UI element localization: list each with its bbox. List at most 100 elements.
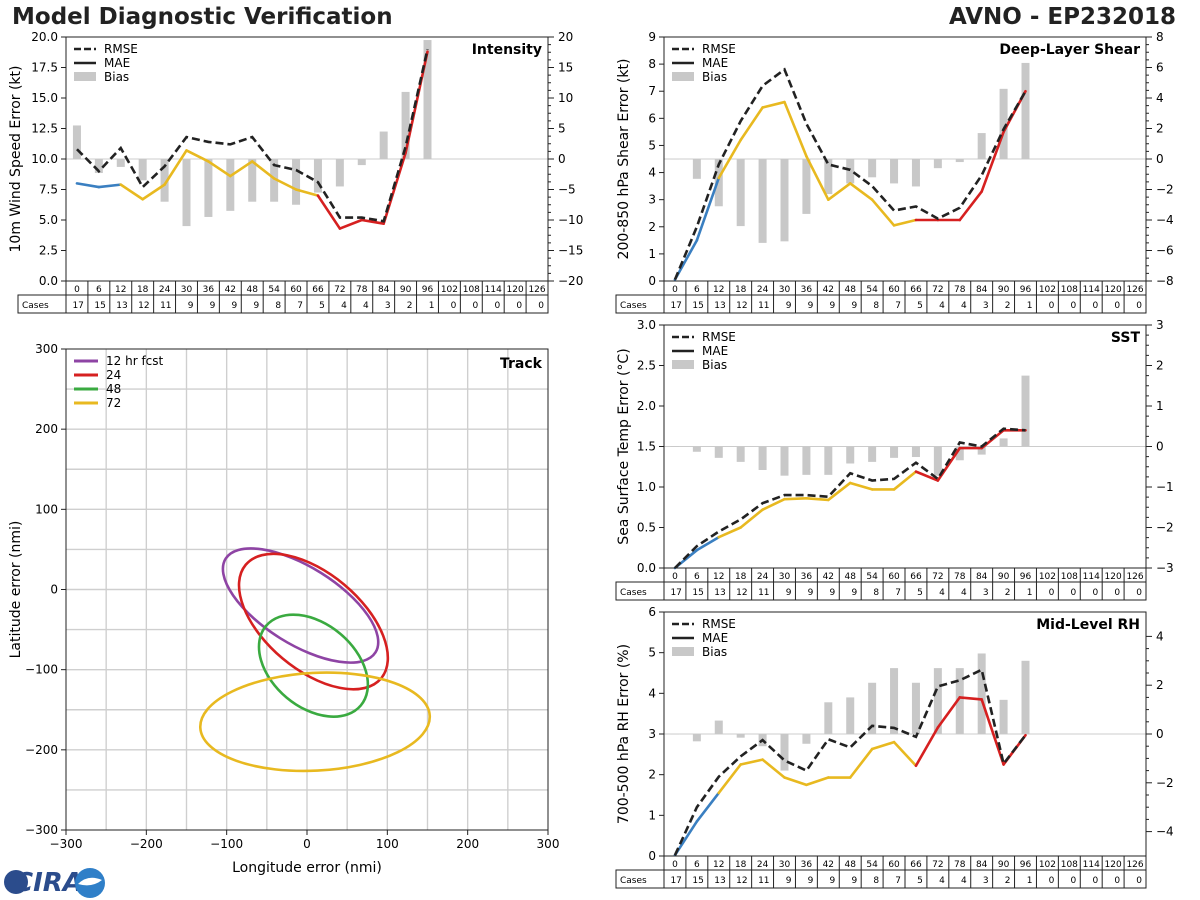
cira-logo-icon <box>4 870 28 894</box>
shear-mae-segment <box>870 198 896 227</box>
intensity-hour-label: 126 <box>528 285 545 295</box>
midrh-bias-bar <box>977 653 986 734</box>
cira-logo: CIRA <box>4 868 105 898</box>
track-panel: −300 −200 −100 0 100 200 300 −300 −200 −100 0 100 20… <box>8 342 559 876</box>
sst-cases-value: 5 <box>917 588 923 598</box>
shear-cases-value: 0 <box>1092 301 1098 311</box>
midrh-mae-segment <box>783 776 808 787</box>
intensity-cases-value: 9 <box>253 301 259 311</box>
sst-hour-label: 108 <box>1061 572 1078 582</box>
midrh-bias-bar <box>736 734 745 738</box>
shear-legend-rmse-label: RMSE <box>702 42 736 56</box>
intensity-legend-bias-swatch <box>74 72 96 81</box>
intensity-hour-label: 0 <box>74 285 80 295</box>
midrh-hour-label: 114 <box>1083 860 1100 870</box>
sst-y2tick-label: 0 <box>1156 440 1164 454</box>
shear-y2tick-label: 8 <box>1156 30 1164 44</box>
track-legend-label: 72 <box>106 396 121 410</box>
intensity-rmse-line <box>76 48 429 223</box>
midrh-cases-label: Cases <box>620 876 647 886</box>
intensity-cases-value: 0 <box>538 301 544 311</box>
shear-cases-value: 8 <box>873 301 879 311</box>
intensity-hour-label: 30 <box>181 285 193 295</box>
midrh-legend-mae-label: MAE <box>702 631 728 645</box>
sst-y2tick-label: 1 <box>1156 399 1164 413</box>
sst-bias-bar <box>714 446 723 458</box>
sst-cases-value: 9 <box>830 588 836 598</box>
shear-ytick-label: 2 <box>648 220 656 234</box>
midrh-mae-segment <box>805 776 830 787</box>
page-title: Model Diagnostic Verification <box>12 4 393 30</box>
sst-cases-value: 0 <box>1071 588 1077 598</box>
intensity-y2tick-label: 10 <box>558 91 573 105</box>
shear-hour-label: 60 <box>888 285 900 295</box>
intensity-cases-value: 9 <box>188 301 194 311</box>
shear-hour-label: 84 <box>976 285 988 295</box>
shear-hour-label: 114 <box>1083 285 1100 295</box>
shear-bias-bar <box>977 133 986 159</box>
shear-bias-bar <box>692 159 701 179</box>
intensity-hour-label: 42 <box>225 285 236 295</box>
sst-hour-label: 78 <box>954 572 966 582</box>
midrh-hour-label: 90 <box>998 860 1010 870</box>
track-ytick-label: 100 <box>35 502 58 516</box>
intensity-hour-label: 78 <box>356 285 368 295</box>
shear-cases-value: 2 <box>1005 301 1011 311</box>
intensity-ytick-label: 5.0 <box>39 213 58 227</box>
track-legend-label: 48 <box>106 382 121 396</box>
midrh-mae-segment <box>848 747 874 779</box>
intensity-y2tick-label: 15 <box>558 61 573 75</box>
midrh-mae-segment <box>870 740 896 751</box>
intensity-cases-value: 4 <box>363 301 369 311</box>
shear-mae-segment <box>739 106 764 142</box>
midrh-cases-value: 2 <box>1005 876 1011 886</box>
track-ytick-label: −200 <box>25 743 58 757</box>
midrh-bias-bar <box>933 668 942 734</box>
midrh-bias-bar <box>999 699 1008 734</box>
midrh-bias-bar <box>955 668 964 734</box>
sst-bias-bar <box>868 446 877 462</box>
shear-cases-value: 17 <box>670 301 681 311</box>
intensity-mae-segment <box>163 149 188 186</box>
intensity-bias-bar <box>94 159 103 174</box>
intensity-y2tick-label: 5 <box>558 122 566 136</box>
midrh-mae-segment <box>717 763 742 795</box>
shear-bias-bar <box>780 159 789 242</box>
sst-bias-bar <box>802 446 811 475</box>
intensity-bias-bar <box>248 159 257 202</box>
sst-cases-value: 7 <box>895 588 901 598</box>
midrh-mae-segment <box>892 740 918 768</box>
midrh-hour-label: 30 <box>779 860 791 870</box>
intensity-cases-value: 7 <box>297 301 303 311</box>
intensity-cases-value: 0 <box>451 301 457 311</box>
shear-cases-value: 0 <box>1049 301 1055 311</box>
midrh-hour-label: 0 <box>672 860 678 870</box>
intensity-y2tick-label: −15 <box>558 244 583 258</box>
intensity-mae-segment <box>75 182 101 189</box>
intensity-hour-label: 60 <box>290 285 302 295</box>
midrh-mae-segment <box>695 791 721 823</box>
intensity-cases-value: 15 <box>94 301 105 311</box>
shear-legend-mae-label: MAE <box>702 56 728 70</box>
shear-hour-label: 72 <box>932 285 943 295</box>
sst-bias-bar <box>780 446 789 476</box>
sst-legend-rmse-label: RMSE <box>702 330 736 344</box>
shear-ytick-label: 9 <box>648 30 656 44</box>
midrh-y2tick-label: 2 <box>1156 678 1164 692</box>
shear-hour-label: 96 <box>1020 285 1032 295</box>
shear-hour-label: 54 <box>866 285 878 295</box>
intensity-bias-bar <box>423 40 432 159</box>
shear-hour-label: 6 <box>694 285 700 295</box>
midrh-hour-label: 18 <box>735 860 747 870</box>
sst-y2tick-label: 2 <box>1156 359 1164 373</box>
shear-ylabel: 200-850 hPa Shear Error (kt) <box>616 59 632 260</box>
midrh-hour-label: 120 <box>1105 860 1122 870</box>
intensity-mae-segment <box>185 149 210 163</box>
shear-ytick-label: 5 <box>648 138 656 152</box>
sst-cases-value: 0 <box>1136 588 1142 598</box>
intensity-hour-label: 84 <box>378 285 390 295</box>
midrh-cases-value: 17 <box>670 876 681 886</box>
sst-bias-bar <box>824 446 833 475</box>
